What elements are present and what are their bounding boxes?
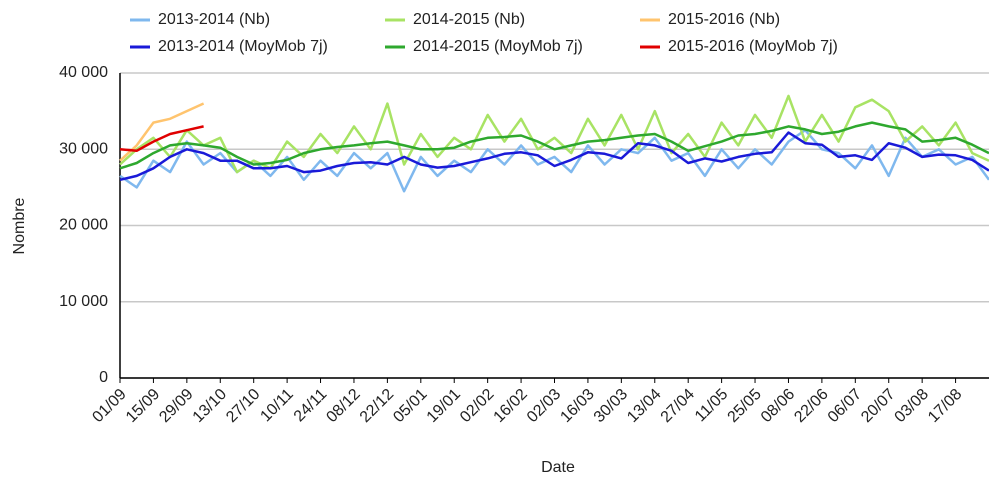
series-line [119,121,989,170]
legend-label: 2015-2016 (MoyMob 7j) [668,38,838,55]
x-tick-label: 24/11 [291,386,331,426]
x-tick-label: 22/06 [791,386,831,426]
x-tick-label: 20/07 [858,386,898,426]
x-tick-label: 08/06 [758,386,798,426]
x-tick-label: 02/02 [457,386,497,426]
x-tick-label: 17/08 [925,386,965,426]
y-tick-label: 30 000 [59,140,108,157]
series-line [119,125,204,153]
x-tick-label: 27/04 [658,386,698,426]
legend-label: 2015-2016 (Nb) [668,11,780,28]
legend-label: 2014-2015 (Nb) [413,11,525,28]
x-tick-label: 19/01 [424,386,464,426]
x-tick-label: 13/04 [624,386,664,426]
x-tick-label: 15/09 [123,386,163,426]
legend-label: 2014-2015 (MoyMob 7j) [413,38,583,55]
x-tick-label: 13/10 [190,386,230,426]
x-tick-label: 06/07 [825,386,865,426]
y-tick-label: 20 000 [59,217,108,234]
x-tick-label: 16/03 [557,386,597,426]
x-axis-title: Date [541,459,575,476]
x-tick-label: 08/12 [323,386,363,426]
x-tick-label: 05/01 [390,386,430,426]
x-tick-label: 30/03 [591,386,631,426]
x-tick-label: 25/05 [725,386,765,426]
legend-label: 2013-2014 (MoyMob 7j) [158,38,328,55]
series-line [119,94,989,174]
x-tick-label: 02/03 [524,386,564,426]
x-tick-label: 22/12 [357,386,397,426]
x-tick-label: 03/08 [892,386,932,426]
series-line [119,128,989,193]
x-tick-label: 16/02 [491,386,531,426]
x-tick-label: 11/05 [692,386,732,426]
y-axis-title: Nombre [11,197,28,254]
series-line [119,102,205,162]
series-line [119,131,989,182]
x-tick-label: 27/10 [223,386,263,426]
legend-label: 2013-2014 (Nb) [158,11,270,28]
x-tick-label: 10/11 [257,386,297,426]
y-tick-label: 40 000 [59,64,108,81]
y-tick-label: 10 000 [59,293,108,310]
y-tick-label: 0 [99,369,108,386]
x-tick-label: 01/09 [89,386,129,426]
x-tick-label: 29/09 [156,386,196,426]
